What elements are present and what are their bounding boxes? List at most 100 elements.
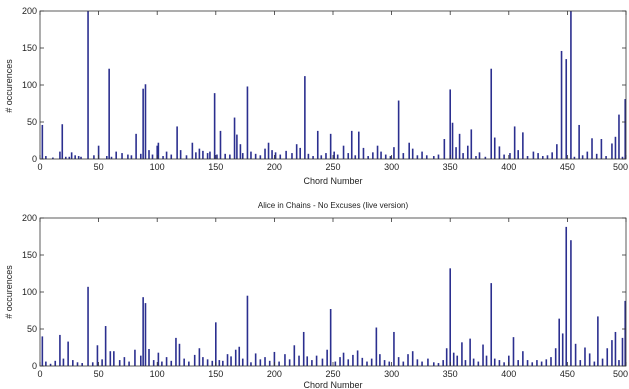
bar-top-42 (216, 154, 218, 159)
bar-top-31 (170, 154, 173, 159)
bar-top-26 (151, 154, 154, 159)
bar-bottom-103 (498, 360, 501, 366)
bar-top-19 (127, 154, 129, 159)
bar-top-14 (106, 156, 108, 159)
bar-bottom-12 (96, 345, 99, 366)
bar-top-134 (621, 156, 624, 159)
x-tick-label-top-2: 100 (150, 162, 165, 172)
bar-top-52 (254, 153, 257, 159)
bar-top-109 (509, 153, 511, 159)
x-tick-label-top-6: 300 (384, 162, 399, 172)
bar-bottom-64 (326, 349, 328, 366)
bar-bottom-77 (383, 360, 386, 366)
bar-top-11 (87, 11, 89, 159)
y-tick-label-top-0: 0 (32, 154, 37, 164)
bar-bottom-125 (597, 316, 599, 366)
bar-top-89 (416, 155, 419, 159)
bar-top-132 (614, 136, 617, 159)
y-tick-label-bottom-2: 100 (22, 287, 37, 297)
bar-top-47 (236, 134, 238, 159)
bar-top-122 (570, 11, 572, 159)
bar-top-84 (393, 147, 395, 159)
bar-top-103 (478, 152, 481, 159)
bar-top-99 (462, 153, 464, 159)
bar-bottom-20 (134, 349, 136, 366)
x-axis-title-top: Chord Number (303, 176, 362, 186)
bar-bottom-33 (188, 361, 190, 366)
bar-bottom-90 (445, 348, 448, 366)
bar-bottom-114 (550, 357, 552, 366)
bar-bottom-30 (175, 337, 177, 366)
bar-top-29 (162, 156, 164, 159)
bar-top-120 (560, 50, 563, 159)
bar-top-16 (110, 156, 113, 159)
bar-bottom-43 (230, 356, 232, 366)
bar-bottom-102 (493, 358, 496, 366)
bar-top-58 (279, 154, 282, 159)
x-tick-label-top-9: 450 (560, 162, 575, 172)
x-tick-label-top-10: 500 (613, 162, 628, 172)
bar-top-125 (581, 155, 584, 159)
bar-top-70 (333, 151, 335, 159)
bar-bottom-68 (342, 352, 345, 366)
chart-bottom: Alice in Chains - No Excuses (live versi… (4, 201, 628, 389)
bar-top-92 (432, 156, 435, 159)
bar-bottom-98 (477, 361, 480, 366)
bar-bottom-124 (593, 361, 596, 366)
bar-bottom-130 (618, 360, 620, 366)
bar-bottom-72 (361, 357, 364, 366)
bar-bottom-13 (101, 359, 103, 366)
bar-top-54 (264, 148, 266, 159)
bar-bottom-16 (113, 351, 115, 366)
bar-bottom-107 (517, 360, 519, 366)
bar-bottom-25 (152, 360, 155, 366)
x-tick-label-top-1: 50 (94, 162, 104, 172)
bar-top-124 (578, 124, 580, 159)
bar-bottom-76 (379, 354, 381, 366)
bar-bottom-119 (570, 240, 572, 366)
bar-bottom-117 (561, 333, 564, 366)
bar-bottom-62 (315, 355, 318, 366)
bar-bottom-97 (472, 358, 475, 366)
bar-top-79 (372, 152, 374, 159)
y-axis-title-bottom: # occurences (4, 265, 14, 319)
bar-bottom-75 (375, 327, 378, 366)
chart-title-bottom: Alice in Chains - No Excuses (live versi… (258, 201, 409, 210)
bar-bottom-99 (482, 344, 484, 366)
bars-bottom (41, 226, 626, 366)
bar-top-127 (591, 138, 593, 159)
bar-top-53 (259, 155, 262, 159)
bar-top-83 (389, 156, 392, 159)
bar-bottom-70 (352, 354, 354, 366)
bar-top-69 (329, 133, 332, 159)
bar-bottom-67 (339, 357, 341, 366)
bar-top-98 (458, 133, 461, 159)
bar-top-18 (121, 153, 123, 159)
bar-bottom-14 (104, 326, 107, 366)
bar-top-121 (565, 59, 568, 159)
bar-bottom-24 (148, 348, 150, 366)
bar-bottom-111 (536, 360, 538, 366)
bar-bottom-89 (442, 360, 444, 366)
bar-bottom-58 (298, 355, 300, 366)
bar-top-65 (312, 156, 314, 159)
bar-bottom-34 (193, 354, 196, 366)
x-tick-label-top-0: 0 (37, 162, 42, 172)
bar-bottom-50 (259, 359, 262, 366)
bar-bottom-26 (157, 352, 160, 366)
plot-frame-bottom (39, 217, 627, 367)
y-tick-label-bottom-4: 200 (22, 213, 37, 223)
bar-top-7 (70, 152, 73, 159)
bar-bottom-79 (393, 331, 395, 366)
bar-bottom-126 (601, 358, 604, 366)
bar-bottom-59 (302, 331, 305, 366)
bar-bottom-36 (202, 357, 204, 366)
bar-top-128 (595, 153, 598, 159)
bar-bottom-66 (334, 361, 337, 366)
bar-bottom-44 (234, 349, 237, 366)
bar-top-118 (551, 152, 553, 159)
bar-top-48 (239, 144, 242, 159)
bar-top-94 (443, 139, 446, 159)
bar-bottom-17 (118, 360, 121, 366)
